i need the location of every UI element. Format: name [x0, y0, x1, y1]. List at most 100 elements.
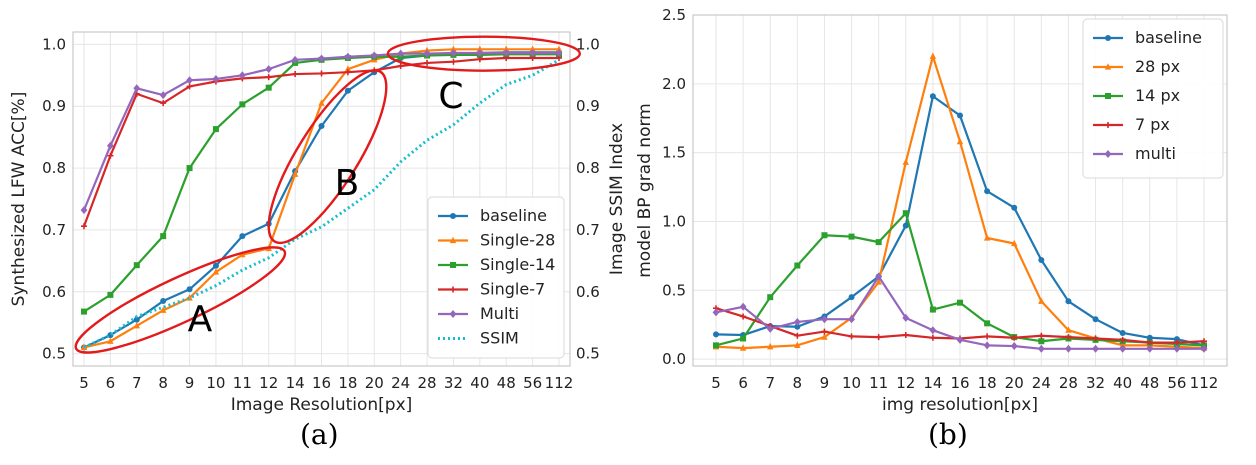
x-tick-label: 40	[1113, 374, 1132, 392]
data-point-multi	[1092, 344, 1099, 353]
data-point-single14	[713, 342, 719, 349]
data-point-multi	[450, 49, 457, 58]
data-point-multi	[555, 49, 563, 58]
y-tick-label: 0.7	[42, 221, 66, 239]
legend-marker-single7	[450, 286, 456, 293]
annotation-label-b: B	[335, 163, 360, 204]
x-tick-label: 32	[444, 374, 463, 392]
data-point-single7	[794, 332, 801, 339]
legend-marker-single7	[1105, 122, 1111, 128]
data-point-single7	[1092, 335, 1099, 342]
data-point-single14	[821, 232, 828, 239]
y-right-tick-label: 0.5	[576, 345, 600, 363]
x-tick-label: 5	[711, 374, 721, 392]
data-point-multi	[80, 206, 88, 215]
x-tick-label: 9	[185, 374, 195, 392]
data-point-single14	[875, 239, 882, 246]
x-tick-label: 11	[869, 374, 888, 392]
data-point-multi	[186, 76, 193, 85]
data-point-baseline	[1065, 298, 1072, 305]
data-point-multi	[1146, 344, 1154, 353]
data-point-multi	[397, 49, 405, 58]
legend-box	[1082, 18, 1224, 179]
data-point-single28	[344, 65, 352, 72]
data-point-single14	[848, 233, 855, 240]
data-point-multi	[739, 302, 747, 311]
legend-label-single14: Single-14	[480, 255, 555, 274]
series-multi	[712, 272, 1208, 353]
x-tick-label: 6	[738, 374, 748, 392]
data-point-single28	[821, 333, 828, 340]
data-point-single14	[160, 233, 167, 240]
data-point-single28	[1038, 297, 1045, 304]
data-point-single28	[133, 321, 140, 329]
data-point-single28	[529, 45, 536, 52]
legend-box	[427, 196, 565, 359]
annotation-ellipse-c	[386, 35, 582, 72]
y-tick-label: 1.0	[42, 35, 66, 53]
data-point-multi	[265, 65, 273, 74]
x-tick-label: 48	[497, 374, 516, 392]
x-tick-label: 56	[523, 374, 542, 392]
data-point-single14	[794, 262, 801, 269]
data-point-single14	[957, 299, 963, 306]
x-tick-label: 7	[765, 374, 775, 392]
data-point-single28	[739, 344, 747, 351]
legend-label-single28: 28 px	[1135, 57, 1180, 76]
x-tick-label: 8	[158, 374, 168, 392]
data-point-baseline	[794, 323, 801, 330]
data-point-baseline	[929, 93, 936, 100]
data-point-baseline	[1038, 257, 1045, 264]
legend-label-single7: Single-7	[480, 280, 545, 299]
legend-label-baseline: baseline	[480, 206, 547, 225]
data-point-single28	[1011, 239, 1018, 247]
data-point-baseline	[984, 188, 991, 195]
plot-frame	[692, 14, 1228, 367]
annotation-ellipse-b	[267, 69, 388, 245]
x-tick-label: 5	[79, 374, 89, 392]
x-tick-label: 20	[365, 374, 384, 392]
data-point-single28	[476, 45, 484, 52]
data-point-baseline	[239, 233, 246, 240]
data-point-single28	[503, 45, 510, 52]
data-point-multi	[875, 272, 883, 281]
data-point-multi	[1065, 344, 1072, 353]
data-point-single28	[983, 234, 991, 241]
data-point-single14	[1038, 338, 1045, 345]
data-point-multi	[370, 51, 378, 60]
data-point-baseline	[1146, 334, 1153, 341]
data-point-single28	[555, 45, 563, 52]
y-right-axis-label: Image SSIM Index	[607, 123, 627, 275]
data-point-single14	[265, 84, 272, 91]
x-tick-label: 16	[312, 374, 331, 392]
data-point-single14	[984, 320, 991, 327]
data-point-single7	[821, 328, 828, 335]
data-point-single7	[397, 63, 404, 70]
data-point-single14	[929, 306, 936, 313]
data-point-single7	[1011, 334, 1018, 341]
legend-marker-baseline	[1105, 35, 1111, 41]
y-right-tick-label: 1.0	[576, 35, 600, 53]
data-point-single28	[318, 99, 325, 106]
legend-marker-baseline	[450, 213, 456, 219]
legend-marker-single14	[1105, 93, 1111, 99]
data-point-single14	[133, 262, 140, 269]
y-right-tick-label: 0.9	[576, 97, 600, 115]
data-point-multi	[848, 315, 855, 324]
x-tick-label: 32	[1086, 374, 1105, 392]
data-point-multi	[929, 326, 937, 335]
data-point-single28	[875, 278, 882, 285]
data-point-single28	[902, 158, 909, 165]
x-tick-label: 6	[106, 374, 116, 392]
data-point-baseline	[160, 298, 167, 305]
y-tick-label: 0.5	[662, 281, 686, 299]
data-point-multi	[318, 54, 325, 63]
x-tick-label: 112	[545, 374, 574, 392]
data-point-multi	[106, 141, 114, 150]
legend-label-single7: 7 px	[1135, 115, 1170, 134]
data-point-baseline	[212, 262, 219, 269]
x-tick-label: 48	[1140, 374, 1159, 392]
data-point-single7	[1119, 336, 1126, 343]
x-tick-label: 24	[391, 374, 410, 392]
